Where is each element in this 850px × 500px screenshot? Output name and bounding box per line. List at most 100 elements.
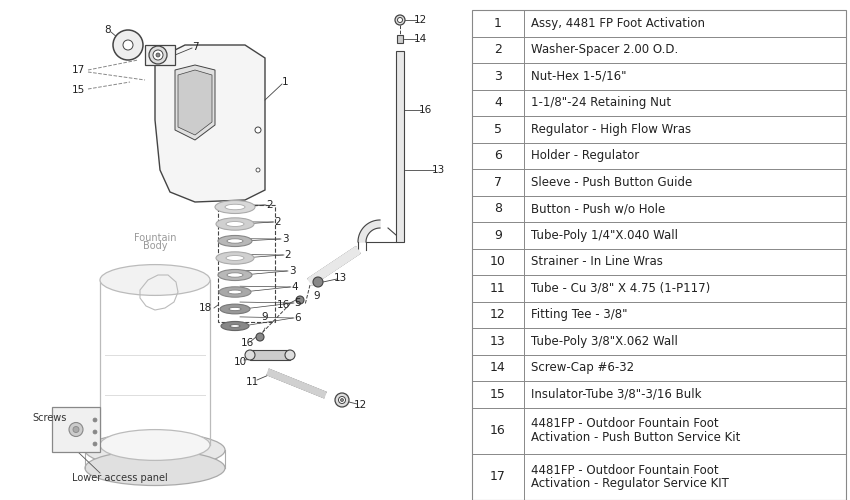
Polygon shape bbox=[155, 45, 265, 202]
Circle shape bbox=[395, 15, 405, 25]
Text: 2: 2 bbox=[285, 250, 292, 260]
Text: 15: 15 bbox=[71, 85, 85, 95]
Text: 5: 5 bbox=[494, 123, 502, 136]
Text: 2: 2 bbox=[275, 217, 281, 227]
Ellipse shape bbox=[216, 252, 254, 264]
Circle shape bbox=[398, 18, 403, 22]
Text: 2: 2 bbox=[494, 44, 502, 57]
Ellipse shape bbox=[215, 200, 255, 213]
Circle shape bbox=[156, 53, 160, 57]
Text: 10: 10 bbox=[234, 357, 246, 367]
Text: Lower access panel: Lower access panel bbox=[72, 473, 167, 483]
Text: Button - Push w/o Hole: Button - Push w/o Hole bbox=[531, 202, 666, 215]
Ellipse shape bbox=[85, 432, 225, 468]
Bar bbox=[250, 350, 290, 360]
Polygon shape bbox=[267, 369, 326, 398]
Bar bbox=[397, 35, 403, 43]
Text: 10: 10 bbox=[490, 256, 506, 268]
Ellipse shape bbox=[218, 270, 252, 280]
Text: 16: 16 bbox=[241, 338, 253, 348]
Circle shape bbox=[313, 277, 323, 287]
Text: 17: 17 bbox=[71, 65, 85, 75]
Bar bbox=[472, 10, 846, 500]
Ellipse shape bbox=[221, 322, 249, 330]
Text: 6: 6 bbox=[295, 313, 301, 323]
Text: 1-1/8"-24 Retaining Nut: 1-1/8"-24 Retaining Nut bbox=[531, 96, 672, 110]
Text: 3: 3 bbox=[494, 70, 502, 83]
Circle shape bbox=[93, 418, 97, 422]
Ellipse shape bbox=[85, 450, 225, 486]
Ellipse shape bbox=[229, 308, 241, 310]
Text: Assy, 4481 FP Foot Activation: Assy, 4481 FP Foot Activation bbox=[531, 17, 705, 30]
Text: 7: 7 bbox=[494, 176, 502, 189]
Text: Tube-Poly 3/8"X.062 Wall: Tube-Poly 3/8"X.062 Wall bbox=[531, 335, 677, 348]
Ellipse shape bbox=[227, 239, 243, 243]
Polygon shape bbox=[358, 220, 380, 242]
Text: 11: 11 bbox=[246, 377, 258, 387]
Text: 13: 13 bbox=[431, 165, 445, 175]
Circle shape bbox=[256, 168, 260, 172]
Text: Holder - Regulator: Holder - Regulator bbox=[531, 150, 639, 162]
Text: 17: 17 bbox=[490, 470, 506, 484]
Text: 9: 9 bbox=[262, 312, 269, 322]
Text: 9: 9 bbox=[494, 229, 502, 242]
Text: 13: 13 bbox=[333, 273, 347, 283]
Circle shape bbox=[153, 50, 163, 60]
Text: Strainer - In Line Wras: Strainer - In Line Wras bbox=[531, 256, 663, 268]
Circle shape bbox=[113, 30, 143, 60]
Text: 3: 3 bbox=[281, 234, 288, 244]
Ellipse shape bbox=[230, 324, 240, 328]
Text: 12: 12 bbox=[490, 308, 506, 322]
Text: 2: 2 bbox=[267, 200, 274, 210]
Ellipse shape bbox=[216, 218, 254, 230]
Text: Body: Body bbox=[143, 241, 167, 251]
Text: 16: 16 bbox=[490, 424, 506, 438]
Ellipse shape bbox=[225, 204, 245, 210]
Bar bbox=[396, 51, 404, 242]
Text: 16: 16 bbox=[276, 300, 290, 310]
Circle shape bbox=[285, 350, 295, 360]
Text: 1: 1 bbox=[281, 77, 288, 87]
Text: Screw-Cap #6-32: Screw-Cap #6-32 bbox=[531, 362, 634, 374]
Text: 13: 13 bbox=[490, 335, 506, 348]
Polygon shape bbox=[308, 246, 360, 286]
Bar bbox=[52, 407, 100, 452]
Text: 9: 9 bbox=[314, 291, 320, 301]
Text: 11: 11 bbox=[490, 282, 506, 295]
Text: 12: 12 bbox=[413, 15, 427, 25]
Circle shape bbox=[256, 333, 264, 341]
Text: Insulator-Tube 3/8"-3/16 Bulk: Insulator-Tube 3/8"-3/16 Bulk bbox=[531, 388, 701, 401]
Text: 12: 12 bbox=[354, 400, 366, 410]
Circle shape bbox=[123, 40, 133, 50]
Text: 8: 8 bbox=[494, 202, 502, 215]
Circle shape bbox=[93, 430, 97, 434]
Text: 14: 14 bbox=[490, 362, 506, 374]
Circle shape bbox=[69, 422, 83, 436]
Text: Activation - Push Button Service Kit: Activation - Push Button Service Kit bbox=[531, 431, 740, 444]
Text: 6: 6 bbox=[494, 150, 502, 162]
Text: Activation - Regulator Service KIT: Activation - Regulator Service KIT bbox=[531, 478, 728, 490]
Text: 18: 18 bbox=[198, 303, 212, 313]
Text: Fitting Tee - 3/8": Fitting Tee - 3/8" bbox=[531, 308, 627, 322]
Text: 1: 1 bbox=[494, 17, 502, 30]
Text: 4481FP - Outdoor Fountain Foot: 4481FP - Outdoor Fountain Foot bbox=[531, 464, 718, 476]
Text: Nut-Hex 1-5/16": Nut-Hex 1-5/16" bbox=[531, 70, 626, 83]
Circle shape bbox=[149, 46, 167, 64]
Circle shape bbox=[93, 442, 97, 446]
Text: 4481FP - Outdoor Fountain Foot: 4481FP - Outdoor Fountain Foot bbox=[531, 418, 718, 430]
Ellipse shape bbox=[219, 287, 251, 297]
Text: Tube-Poly 1/4"X.040 Wall: Tube-Poly 1/4"X.040 Wall bbox=[531, 229, 678, 242]
Text: Sleeve - Push Button Guide: Sleeve - Push Button Guide bbox=[531, 176, 692, 189]
Text: 7: 7 bbox=[192, 42, 198, 52]
Ellipse shape bbox=[100, 430, 210, 460]
Ellipse shape bbox=[100, 264, 210, 296]
Text: 16: 16 bbox=[418, 105, 432, 115]
Polygon shape bbox=[178, 70, 212, 135]
Text: 4: 4 bbox=[494, 96, 502, 110]
Polygon shape bbox=[175, 65, 215, 140]
Circle shape bbox=[245, 350, 255, 360]
Text: 8: 8 bbox=[105, 25, 111, 35]
Circle shape bbox=[296, 296, 304, 304]
Bar bbox=[145, 45, 175, 65]
Text: Tube - Cu 3/8" X 4.75 (1-P117): Tube - Cu 3/8" X 4.75 (1-P117) bbox=[531, 282, 711, 295]
